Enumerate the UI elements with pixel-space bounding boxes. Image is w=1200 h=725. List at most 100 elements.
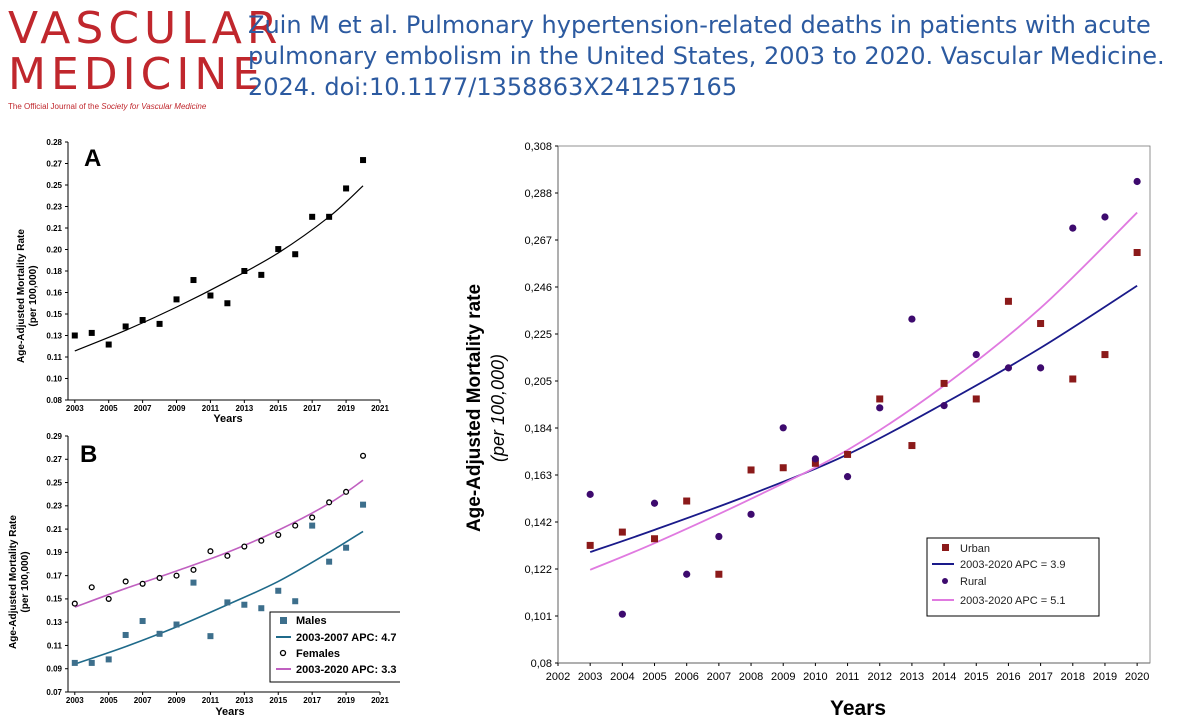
rural-point (908, 315, 916, 323)
chart-c: Age-Adjusted Mortality rate (per 100,000)… (464, 141, 1151, 720)
y-tick-label: 0,101 (524, 611, 552, 623)
y-tick-label: 0,225 (524, 329, 552, 341)
urban-point (683, 497, 691, 505)
data-point (275, 246, 282, 253)
y-axis-title-a: Age-Adjusted Mortality Rate(per 100,000) (16, 229, 39, 363)
legend-b: Males 2003-2007 APC: 4.7 Females 2003-20… (269, 611, 400, 683)
females-point (292, 522, 299, 529)
y-tick-label: 0.27 (46, 455, 62, 464)
y-tick-label: 0.15 (46, 310, 62, 319)
data-point (360, 157, 367, 164)
axes-c: 2002 2003 2004 2005 2006 2007 2008 2009 2010 2011… (524, 141, 1151, 683)
x-tick-label: 2003 (66, 404, 84, 413)
x-tick-label: 2020 (1125, 671, 1149, 683)
x-tick-label: 2008 (739, 671, 763, 683)
females-point (309, 514, 316, 521)
males-point (258, 605, 265, 612)
y-tick-label: 0.17 (46, 571, 62, 580)
x-tick-label: 2015 (269, 404, 287, 413)
x-tick-label: 2011 (836, 671, 860, 683)
data-point (156, 320, 163, 327)
legend-c-urban-label: Urban (960, 543, 990, 555)
urban-point (618, 528, 626, 536)
data-point (241, 268, 248, 274)
y-tick-label: 0.07 (46, 688, 62, 697)
y-tick-label: 0.13 (46, 331, 62, 340)
x-tick-label: 2009 (168, 696, 186, 705)
females-point (173, 572, 180, 579)
y-tick-label: 0,308 (524, 141, 552, 153)
rural-point (618, 610, 626, 618)
y-tick-label: 0.13 (46, 618, 62, 627)
x-tick-label: 2019 (1093, 671, 1117, 683)
x-tick-label: 2015 (964, 671, 988, 683)
legend-b-males-label: Males (296, 615, 327, 627)
males-point (224, 599, 231, 606)
data-points-a (71, 157, 367, 348)
urban-point (1004, 297, 1012, 305)
axes-a: 2003 2005 2007 2009 2011 2013 2015 2017 2019 2021… (46, 138, 389, 413)
urban-point (651, 535, 659, 543)
x-tick-label: 2017 (303, 404, 321, 413)
rural-point (811, 455, 819, 463)
x-axis-title-a: Years (213, 413, 242, 424)
y-tick-label: 0.21 (46, 224, 62, 233)
legend-b-females-marker (279, 649, 287, 657)
trend-lines-a (74, 185, 364, 352)
x-tick-label: 2011 (202, 404, 220, 413)
y-tick-label: 0,184 (524, 423, 552, 435)
legend-c: Urban 2003-2020 APC = 3.9 Rural 2003-202… (926, 537, 1100, 617)
x-tick-label: 2011 (202, 696, 220, 705)
females-point (343, 488, 350, 495)
males-point (360, 501, 367, 508)
urban-point (908, 442, 916, 450)
males-point (139, 618, 146, 625)
y-tick-label: 0,08 (531, 658, 552, 670)
panel-label-b: B (80, 441, 97, 468)
data-point (258, 271, 265, 278)
x-tick-label: 2014 (932, 671, 956, 683)
legend-c-rural-label: Rural (960, 576, 986, 588)
legend-c-rural-marker (942, 578, 948, 584)
plot-frame (557, 145, 1151, 664)
data-point (343, 185, 350, 192)
logo-tagline: The Official Journal of the Society for … (8, 102, 207, 111)
females-point (326, 499, 333, 506)
urban-point (811, 459, 819, 467)
x-tick-label: 2012 (867, 671, 891, 683)
data-point (173, 296, 180, 303)
rural-point (1101, 213, 1109, 221)
urban-point (1069, 375, 1077, 383)
x-tick-label: 2009 (771, 671, 795, 683)
data-point (207, 292, 214, 299)
males-point (105, 656, 112, 663)
females-point (156, 574, 163, 582)
x-tick-label: 2003 (578, 671, 602, 683)
females-point (241, 543, 248, 550)
x-tick-label: 2006 (674, 671, 698, 683)
females-point (224, 552, 231, 559)
legend-b-females-apc: 2003-2020 APC: 3.3 (296, 664, 397, 676)
x-tick-label: 2013 (235, 404, 253, 413)
rural-point (1069, 224, 1077, 232)
y-tick-label: 0.21 (46, 525, 62, 534)
y-tick-label: 0.25 (46, 181, 62, 190)
males-point (326, 558, 333, 565)
urban-point (1101, 351, 1109, 359)
rural-point (715, 532, 723, 541)
y-tick-label: 0,205 (524, 376, 552, 388)
x-tick-label: 2007 (707, 671, 731, 683)
y-tick-label: 0,142 (524, 517, 552, 529)
females-point (207, 548, 214, 555)
x-tick-label: 2002 (546, 671, 570, 683)
x-tick-label: 2004 (610, 671, 634, 683)
y-tick-label: 0.08 (46, 396, 62, 405)
males-point (207, 633, 214, 640)
axes-b: 2003 2005 2007 2009 2011 2013 2015 2017 2019 2021… (46, 432, 389, 705)
urban-point (972, 395, 980, 403)
x-tick-label: 2009 (168, 404, 186, 413)
rural-point (1037, 364, 1045, 372)
logo-line-2: MEDICINE (8, 49, 266, 100)
x-tick-label: 2005 (100, 696, 118, 705)
legend-c-urban-marker (942, 544, 949, 551)
